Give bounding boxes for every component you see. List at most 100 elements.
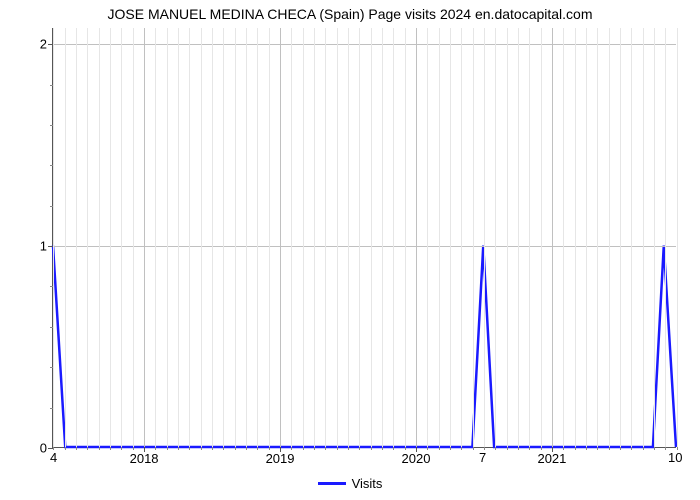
vgrid-minor (473, 28, 474, 447)
vgrid-minor (677, 28, 678, 447)
x-minor-tick (518, 447, 519, 450)
vgrid-minor (507, 28, 508, 447)
vgrid-minor (110, 28, 111, 447)
chart-container: JOSE MANUEL MEDINA CHECA (Spain) Page vi… (0, 0, 700, 500)
vgrid-minor (665, 28, 666, 447)
vgrid-minor (359, 28, 360, 447)
vgrid-minor (393, 28, 394, 447)
vgrid-minor (99, 28, 100, 447)
x-tick-mark (552, 447, 553, 452)
x-minor-tick (382, 447, 383, 450)
x-tick-mark (280, 447, 281, 452)
vgrid-minor (65, 28, 66, 447)
x-minor-tick (76, 447, 77, 450)
x-minor-tick (121, 447, 122, 450)
vgrid-minor (167, 28, 168, 447)
x-minor-tick (189, 447, 190, 450)
x-minor-tick (439, 447, 440, 450)
x-minor-tick (246, 447, 247, 450)
x-minor-tick (427, 447, 428, 450)
x-minor-tick (495, 447, 496, 450)
vgrid-minor (235, 28, 236, 447)
vgrid-minor (76, 28, 77, 447)
vgrid-minor (597, 28, 598, 447)
x-minor-tick (597, 447, 598, 450)
x-tick-mark (416, 447, 417, 452)
vgrid-minor (325, 28, 326, 447)
x-minor-tick (620, 447, 621, 450)
x-minor-tick (212, 447, 213, 450)
x-minor-tick (235, 447, 236, 450)
vgrid-minor (303, 28, 304, 447)
vgrid-minor (541, 28, 542, 447)
x-minor-tick (359, 447, 360, 450)
x-minor-tick (643, 447, 644, 450)
x-minor-tick (223, 447, 224, 450)
vgrid-minor (382, 28, 383, 447)
x-minor-tick (405, 447, 406, 450)
legend-swatch (318, 482, 346, 485)
x-minor-tick (65, 447, 66, 450)
vgrid-major (552, 28, 553, 447)
x-minor-tick (155, 447, 156, 450)
x-minor-tick (541, 447, 542, 450)
x-minor-tick (665, 447, 666, 450)
vgrid-minor (450, 28, 451, 447)
x-minor-tick (563, 447, 564, 450)
vgrid-minor (269, 28, 270, 447)
x-minor-tick (609, 447, 610, 450)
x-minor-tick (631, 447, 632, 450)
corner-label-bottom-right-a: 7 (479, 450, 486, 465)
x-minor-tick (167, 447, 168, 450)
vgrid-minor (348, 28, 349, 447)
vgrid-minor (178, 28, 179, 447)
vgrid-minor (620, 28, 621, 447)
corner-label-bottom-left: 4 (50, 450, 57, 465)
vgrid-minor (155, 28, 156, 447)
x-minor-tick (201, 447, 202, 450)
vgrid-minor (223, 28, 224, 447)
x-minor-tick (291, 447, 292, 450)
x-minor-tick (325, 447, 326, 450)
x-minor-tick (529, 447, 530, 450)
vgrid-minor (518, 28, 519, 447)
vgrid-minor (337, 28, 338, 447)
x-minor-tick (654, 447, 655, 450)
line-series (53, 28, 676, 447)
x-minor-tick (575, 447, 576, 450)
vgrid-minor (461, 28, 462, 447)
vgrid-minor (654, 28, 655, 447)
plot-area: 0122018201920202021 (52, 28, 676, 448)
vgrid-minor (257, 28, 258, 447)
vgrid-minor (495, 28, 496, 447)
vgrid-minor (314, 28, 315, 447)
x-minor-tick (257, 447, 258, 450)
vgrid-minor (201, 28, 202, 447)
vgrid-minor (575, 28, 576, 447)
legend-label: Visits (352, 476, 383, 491)
vgrid-minor (291, 28, 292, 447)
vgrid-minor (609, 28, 610, 447)
x-minor-tick (178, 447, 179, 450)
y-tick-mark (48, 44, 53, 45)
corner-label-bottom-right-b: 10 (668, 450, 682, 465)
legend: Visits (0, 475, 700, 491)
hgrid-line (53, 246, 676, 247)
x-minor-tick (586, 447, 587, 450)
x-minor-tick (133, 447, 134, 450)
visits-line (53, 246, 676, 447)
x-minor-tick (314, 447, 315, 450)
vgrid-minor (246, 28, 247, 447)
vgrid-minor (643, 28, 644, 447)
x-minor-tick (269, 447, 270, 450)
y-tick-mark (48, 246, 53, 247)
y-tick-mark (48, 448, 53, 449)
vgrid-minor (563, 28, 564, 447)
chart-title: JOSE MANUEL MEDINA CHECA (Spain) Page vi… (0, 6, 700, 22)
vgrid-minor (53, 28, 54, 447)
vgrid-minor (405, 28, 406, 447)
vgrid-minor (371, 28, 372, 447)
x-tick-mark (144, 447, 145, 452)
x-minor-tick (507, 447, 508, 450)
x-minor-tick (337, 447, 338, 450)
